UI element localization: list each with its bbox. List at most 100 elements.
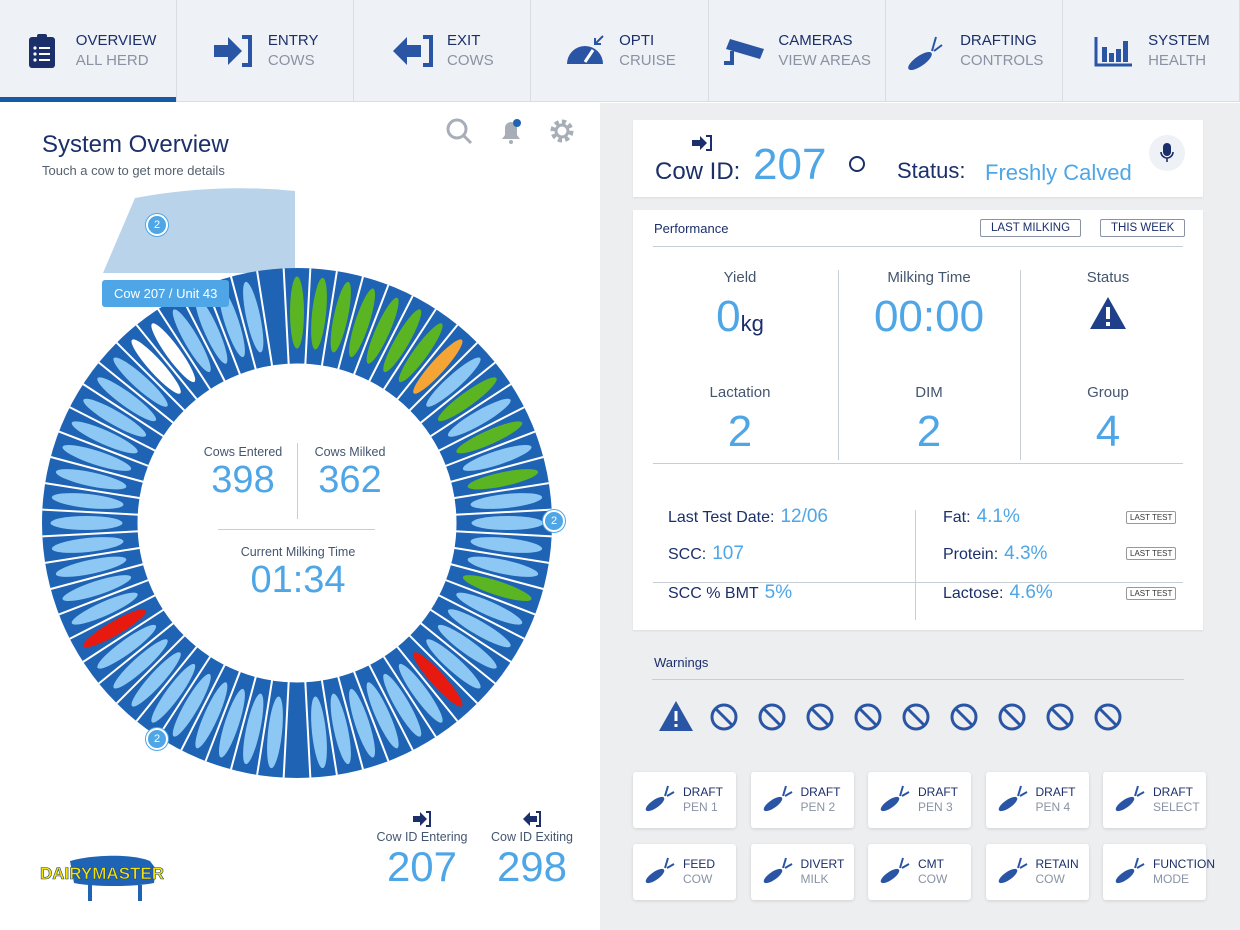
cow-stall-25[interactable]	[394, 660, 448, 726]
retain-cow-button[interactable]: RETAIN COW	[985, 844, 1089, 900]
tab-drafting[interactable]: DRAFTING CONTROLS	[886, 0, 1063, 101]
cow-stall-57[interactable]	[190, 295, 232, 366]
draft-pen-4-button[interactable]: DRAFT PEN 4	[985, 772, 1089, 828]
protein-last-test-button[interactable]: LAST TEST	[1126, 547, 1177, 560]
cow-stall-47[interactable]	[51, 490, 124, 511]
cow-stall-22[interactable]	[434, 620, 500, 674]
cow-stall-30[interactable]	[308, 696, 329, 769]
cow-stall-18[interactable]	[466, 552, 539, 581]
udder-cross-icon[interactable]	[898, 699, 934, 735]
draft-pen-3-button[interactable]: DRAFT PEN 3	[868, 772, 971, 828]
cow-stall-6[interactable]	[378, 306, 426, 375]
heartbeat-icon[interactable]	[994, 699, 1030, 735]
stall-divider	[98, 621, 175, 685]
cow-stall-32[interactable]	[264, 696, 285, 769]
cow-stall-39[interactable]	[109, 635, 172, 694]
cow-stall-56[interactable]	[168, 306, 216, 375]
alarm-sound-icon[interactable]	[706, 699, 742, 735]
cow-stall-38[interactable]	[127, 648, 186, 711]
cow-calf-icon[interactable]	[850, 699, 886, 735]
draft-pen-1-button[interactable]: DRAFT PEN 1	[633, 772, 736, 828]
count-badge[interactable]: 2	[146, 214, 168, 236]
function-mode-button[interactable]: FUNCTION MODE	[1103, 844, 1215, 900]
cow-stall-13[interactable]	[461, 440, 534, 476]
cow-stall-50[interactable]	[69, 416, 140, 458]
cow-stall-59[interactable]	[239, 280, 268, 353]
cmt-paddle-icon[interactable]	[1090, 699, 1126, 735]
cow-stall-7[interactable]	[394, 319, 448, 385]
cow-stall-28[interactable]	[344, 687, 380, 760]
cow-stall-51[interactable]	[80, 394, 149, 442]
tab-label: EXIT	[447, 31, 481, 49]
cow-stall-34[interactable]	[214, 687, 250, 760]
water-drop-icon[interactable]	[946, 699, 982, 735]
cow-stall-44[interactable]	[54, 552, 127, 581]
cow-stall-37[interactable]	[146, 660, 200, 726]
syringe-icon[interactable]	[1042, 699, 1078, 735]
draft-select-button[interactable]: DRAFT SELECT	[1103, 772, 1206, 828]
cow-stall-26[interactable]	[378, 671, 426, 740]
cow-stall-4[interactable]	[344, 286, 380, 359]
cow-stall-23[interactable]	[422, 635, 485, 694]
cow-stall-11[interactable]	[445, 394, 514, 442]
tab-system-health[interactable]: SYSTEM HEALTH	[1063, 0, 1240, 101]
cow-stall-5[interactable]	[362, 295, 404, 366]
cow-stall-15[interactable]	[470, 490, 543, 511]
cow-stall-36[interactable]	[168, 671, 216, 740]
mounting-icon[interactable]	[802, 699, 838, 735]
tab-opti-cruise[interactable]: OPTI CRUISE	[531, 0, 709, 101]
cow-stall-12[interactable]	[454, 416, 525, 458]
fat-last-test-button[interactable]: LAST TEST	[1126, 511, 1177, 524]
bell-icon[interactable]	[497, 117, 527, 147]
cow-stall-21[interactable]	[445, 604, 514, 652]
cow-stall-48[interactable]	[54, 465, 127, 494]
divert-milk-button[interactable]: DIVERT MILK	[750, 844, 854, 900]
cow-stall-49[interactable]	[60, 440, 133, 476]
draft-pen-2-button[interactable]: DRAFT PEN 2	[750, 772, 854, 828]
last-milking-button[interactable]: LAST MILKING	[980, 219, 1082, 237]
cow-stall-52[interactable]	[93, 372, 159, 426]
cow-stall-35[interactable]	[190, 680, 232, 751]
cow-stall-54[interactable]	[127, 335, 186, 398]
cow-stall-33[interactable]	[239, 692, 268, 765]
tab-entry[interactable]: ENTRY COWS	[177, 0, 355, 101]
cow-stall-2[interactable]	[308, 277, 329, 350]
warning-icon[interactable]	[658, 699, 694, 735]
cow-stall-9[interactable]	[422, 353, 485, 412]
cow-stall-42[interactable]	[69, 588, 140, 630]
cow-stall-55[interactable]	[146, 319, 200, 385]
tab-exit[interactable]: EXIT COWS	[354, 0, 532, 101]
cow-stall-16[interactable]	[471, 516, 544, 530]
cow-stall-17[interactable]	[470, 534, 543, 555]
no-feed-icon[interactable]	[754, 699, 790, 735]
gear-icon[interactable]	[548, 117, 578, 147]
cmt-cow-button[interactable]: CMT COW	[868, 844, 971, 900]
cow-stall-43[interactable]	[60, 570, 133, 606]
cow-stall-29[interactable]	[326, 692, 355, 765]
cow-stall-8[interactable]	[409, 335, 468, 398]
rotary-parlour-ring[interactable]	[0, 103, 600, 930]
feed-cow-button[interactable]: FEED COW	[633, 844, 736, 900]
stall-divider	[256, 678, 274, 776]
cow-stall-1[interactable]	[290, 276, 304, 349]
lactose-last-test-button[interactable]: LAST TEST	[1126, 587, 1177, 600]
cow-stall-46[interactable]	[50, 516, 123, 530]
tab-overview[interactable]: OVERVIEW ALL HERD	[0, 0, 178, 102]
count-badge[interactable]: 2	[146, 728, 168, 750]
tab-cameras[interactable]: CAMERAS VIEW AREAS	[709, 0, 886, 101]
cow-stall-27[interactable]	[362, 680, 404, 751]
cow-stall-41[interactable]	[80, 604, 149, 652]
microphone-button[interactable]	[1149, 135, 1185, 171]
cow-stall-53[interactable]	[109, 353, 172, 412]
search-icon[interactable]	[445, 117, 475, 147]
this-week-button[interactable]: THIS WEEK	[1100, 219, 1186, 237]
count-badge[interactable]: 2	[543, 510, 565, 532]
cow-stall-20[interactable]	[454, 588, 525, 630]
cow-stall-10[interactable]	[434, 372, 500, 426]
cow-stall-19[interactable]	[461, 570, 534, 606]
cow-stall-3[interactable]	[326, 280, 355, 353]
cow-stall-14[interactable]	[466, 465, 539, 494]
cow-stall-24[interactable]	[409, 648, 468, 711]
cow-stall-40[interactable]	[93, 620, 159, 674]
cow-stall-45[interactable]	[51, 534, 124, 555]
